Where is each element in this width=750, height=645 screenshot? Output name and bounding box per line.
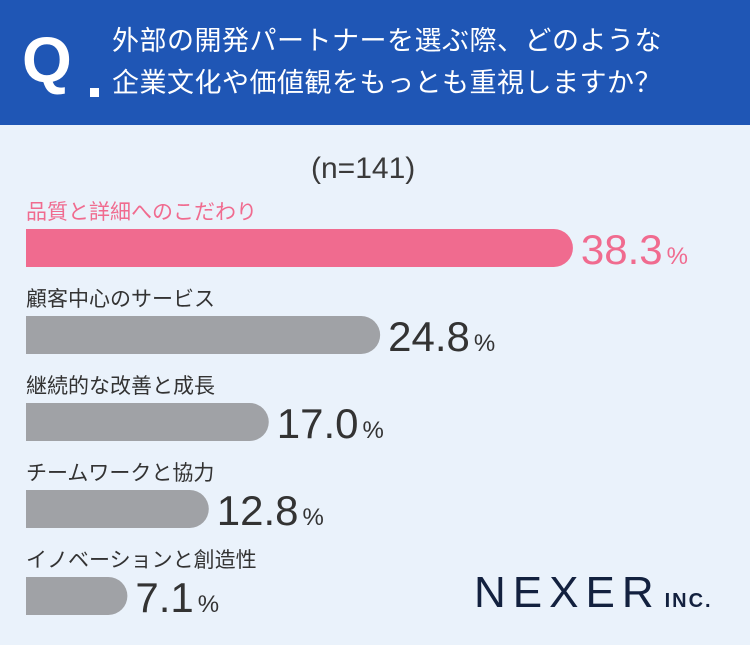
logo-main-text: NEXER [474, 568, 661, 617]
category-label: 顧客中心のサービス [26, 287, 215, 311]
q-mark: Q [22, 24, 72, 96]
value-number: 12.8 [217, 487, 299, 534]
value-label: 24.8% [388, 313, 495, 360]
bar-left-edge [26, 316, 64, 354]
bar-left-edge [26, 229, 64, 267]
value-unit: % [363, 417, 384, 444]
value-unit: % [667, 243, 688, 270]
q-dot [90, 88, 99, 97]
bar-left-edge [26, 577, 64, 615]
bar-left-edge [26, 490, 64, 528]
bar [26, 229, 573, 267]
value-label: 38.3% [581, 226, 688, 273]
value-unit: % [198, 591, 219, 618]
bar [26, 490, 209, 528]
category-label: チームワークと協力 [26, 461, 214, 485]
bar [26, 316, 381, 354]
value-number: 38.3 [581, 226, 663, 273]
value-unit: % [474, 330, 495, 357]
value-label: 7.1% [135, 574, 219, 621]
category-label: イノベーションと創造性 [26, 548, 257, 572]
question-header: Q 外部の開発パートナーを選ぶ際、どのような 企業文化や価値観をもっとも重視しま… [0, 0, 750, 125]
category-label: 継続的な改善と成長 [26, 374, 215, 398]
bar [26, 403, 269, 441]
bar-left-edge [26, 403, 64, 441]
value-number: 7.1 [135, 574, 193, 621]
value-number: 24.8 [388, 313, 470, 360]
value-label: 12.8% [217, 487, 324, 534]
nexer-logo: NEXER INC. [474, 568, 713, 618]
question-line-1: 外部の開発パートナーを選ぶ際、どのような [112, 26, 662, 57]
value-label: 17.0% [277, 400, 384, 447]
value-number: 17.0 [277, 400, 359, 447]
value-unit: % [303, 504, 324, 531]
category-label: 品質と詳細へのこだわり [26, 200, 257, 224]
sample-size-label: (n=141) [311, 152, 416, 185]
logo-sub-text: INC. [664, 590, 713, 612]
question-line-2: 企業文化や価値観をもっとも重視しますか？ [112, 68, 662, 99]
